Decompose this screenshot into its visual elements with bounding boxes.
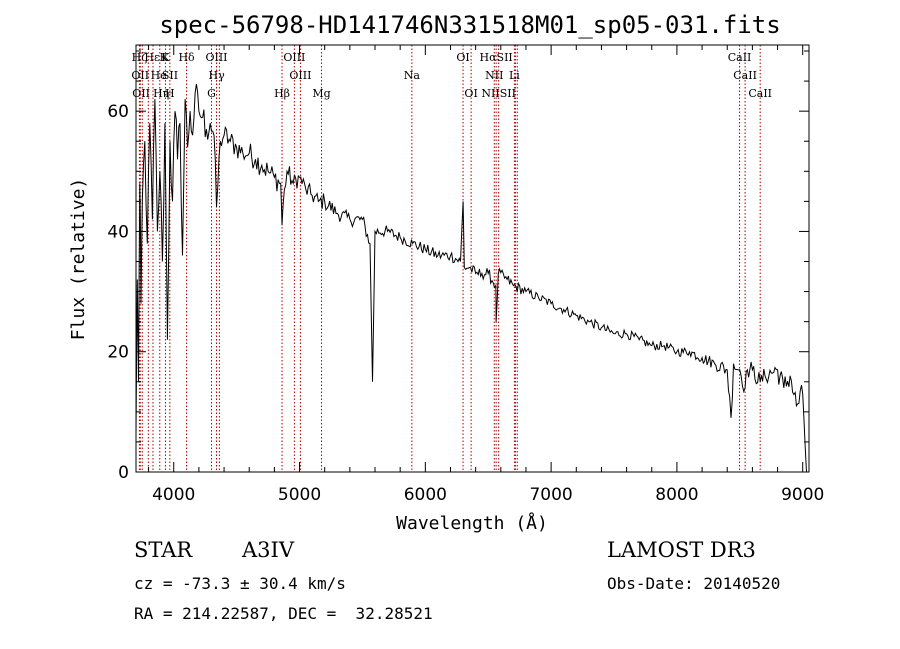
y-axis-label: Flux (relative) bbox=[68, 178, 89, 341]
line-label: OIII bbox=[283, 51, 305, 64]
y-tick-label: 60 bbox=[107, 102, 129, 122]
line-label: OIII bbox=[205, 51, 227, 64]
line-label: HαSII bbox=[480, 51, 513, 64]
line-label: OI bbox=[464, 87, 477, 100]
obs-date: Obs-Date: 20140520 bbox=[607, 574, 781, 593]
x-tick-label: 7000 bbox=[529, 485, 572, 505]
line-label: OII bbox=[132, 87, 150, 100]
coordinates: RA = 214.22587, DEC = 32.28521 bbox=[134, 604, 433, 623]
x-tick-label: 6000 bbox=[404, 485, 447, 505]
series-layer bbox=[135, 83, 807, 473]
line-label: SII bbox=[162, 69, 178, 82]
line-label: Hδ bbox=[178, 51, 195, 64]
x-tick-label: 4000 bbox=[152, 485, 195, 505]
chart-title: spec-56798-HD141746N331518M01_sp05-031.f… bbox=[159, 11, 780, 39]
object-subclass: A3IV bbox=[242, 538, 294, 562]
line-label: NIISII bbox=[481, 87, 516, 100]
x-tick-label: 9000 bbox=[781, 485, 824, 505]
line-label: He bbox=[151, 69, 167, 82]
line-label: CaII bbox=[728, 51, 752, 64]
x-axis-label: Wavelength (Å) bbox=[396, 512, 548, 534]
y-tick-label: 40 bbox=[107, 222, 129, 242]
y-tick-label: 20 bbox=[107, 343, 129, 363]
line-label: OIII bbox=[289, 69, 311, 82]
line-label: CaII bbox=[748, 87, 772, 100]
y-tick-label: 0 bbox=[118, 463, 129, 483]
line-label: K bbox=[161, 51, 170, 64]
line-label: Na bbox=[404, 69, 421, 82]
survey-name: LAMOST DR3 bbox=[607, 538, 756, 562]
line-label: OI bbox=[456, 51, 469, 64]
line-label: Hβ bbox=[274, 87, 290, 100]
line-label: Mg bbox=[312, 87, 330, 100]
redshift-cz: cz = -73.3 ± 30.4 km/s bbox=[134, 574, 346, 593]
line-label: HεK bbox=[144, 51, 168, 64]
x-tick-label: 8000 bbox=[655, 485, 698, 505]
axis-ticks: 4000 5000 6000 7000 8000 9000 0 20 40 60 bbox=[107, 45, 824, 505]
line-label: NII bbox=[485, 69, 503, 82]
line-label: OII bbox=[131, 69, 149, 82]
line-label: Hη bbox=[153, 87, 169, 100]
line-label: Hζ bbox=[132, 51, 148, 64]
line-labels: Hζ OII OII HεK He Hη K SII H Hδ OIII Hγ G OIII OIII Hβ M… bbox=[131, 51, 772, 100]
line-label: Li bbox=[509, 69, 520, 82]
x-tick-label: 5000 bbox=[278, 485, 321, 505]
line-label: H bbox=[165, 87, 175, 100]
line-marks bbox=[138, 45, 761, 472]
line-label: Hγ bbox=[209, 69, 226, 82]
line-label: G bbox=[207, 87, 216, 100]
plot-frame bbox=[135, 44, 810, 473]
line-label: CaII bbox=[733, 69, 757, 82]
object-class: STAR bbox=[134, 538, 193, 562]
flux-series-line bbox=[135, 83, 807, 473]
